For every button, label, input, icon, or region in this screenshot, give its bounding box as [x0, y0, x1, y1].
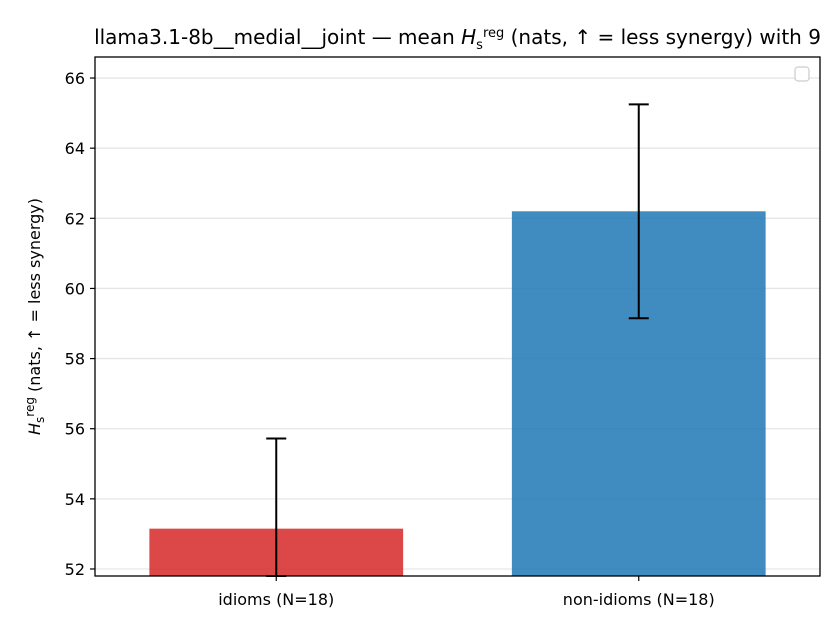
y-tick-label: 58 — [65, 350, 85, 369]
y-tick-label: 60 — [65, 279, 85, 298]
y-axis-ticks: 52 54 56 58 60 62 64 66 — [65, 69, 95, 579]
title-superscript: reg — [483, 26, 504, 41]
title-rest: (nats, ↑ = less synergy) with 9 — [504, 25, 821, 49]
y-tick-label: 56 — [65, 420, 85, 439]
title-subscript: s — [476, 38, 483, 53]
y-axis-label: Hsreg (nats, ↑ = less synergy) — [23, 198, 47, 435]
y-tick-label: 66 — [65, 69, 85, 88]
x-axis-ticks: idioms (N=18) non-idioms (N=18) — [218, 576, 715, 609]
ylabel-rest: (nats, ↑ = less synergy) — [25, 198, 44, 397]
x-tick-label: non-idioms (N=18) — [563, 590, 715, 609]
y-tick-label: 64 — [65, 139, 85, 158]
ylabel-superscript: reg — [23, 397, 37, 417]
title-main: llama3.1-8b__medial__joint — mean — [94, 25, 461, 49]
y-tick-label: 52 — [65, 560, 85, 579]
legend-box — [794, 66, 810, 82]
title-symbol: H — [461, 25, 476, 49]
y-tick-label: 62 — [65, 209, 85, 228]
ylabel-symbol: H — [25, 423, 44, 435]
gridlines — [95, 77, 820, 570]
ylabel-subscript: s — [33, 417, 47, 423]
chart-title: llama3.1-8b__medial__joint — mean Hsreg … — [94, 25, 821, 53]
bars — [149, 211, 766, 576]
plot-frame — [94, 56, 821, 577]
x-tick-label: idioms (N=18) — [218, 590, 334, 609]
y-tick-label: 54 — [65, 490, 85, 509]
